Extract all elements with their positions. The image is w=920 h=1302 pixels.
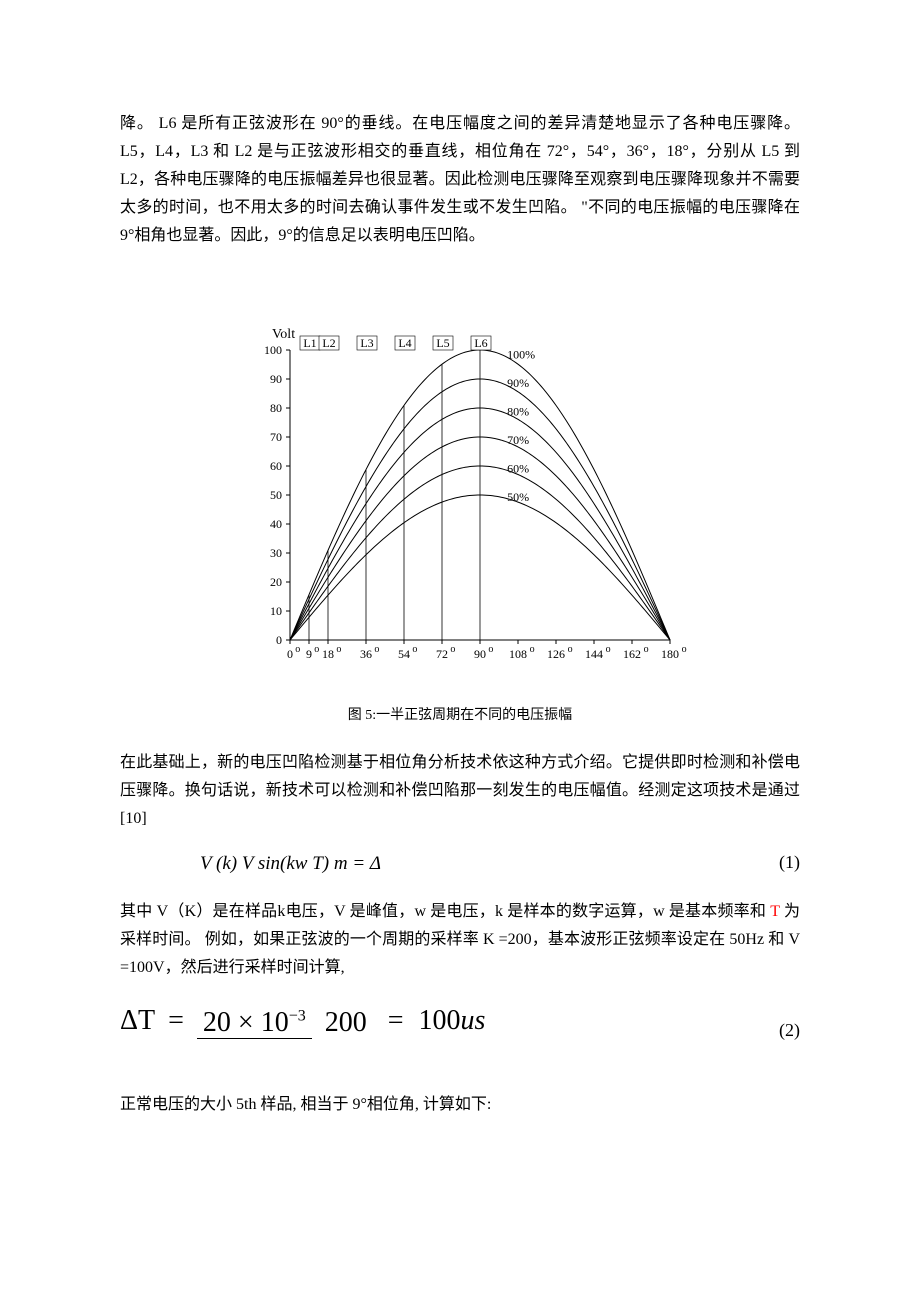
- equation-1-number: (1): [760, 847, 800, 879]
- svg-text:L2: L2: [322, 336, 335, 350]
- svg-text:100%: 100%: [507, 347, 535, 361]
- eq2-eq2: =: [388, 1005, 404, 1036]
- svg-text:o: o: [606, 644, 611, 655]
- svg-text:o: o: [530, 644, 535, 655]
- svg-text:162: 162: [623, 647, 641, 661]
- equation-2-body: ΔT = 20 × 10−3 200 = 100us: [120, 996, 760, 1047]
- para3-a: 其中 V（K）是在样品k电压，V 是峰值，w 是电压，k 是样本的数字运算，w …: [120, 903, 770, 920]
- svg-text:80: 80: [270, 401, 282, 415]
- svg-text:L5: L5: [436, 336, 449, 350]
- paragraph-3: 其中 V（K）是在样品k电压，V 是峰值，w 是电压，k 是样本的数字运算，w …: [120, 898, 800, 982]
- svg-text:126: 126: [547, 647, 565, 661]
- equation-2: ΔT = 20 × 10−3 200 = 100us (2): [120, 996, 800, 1047]
- svg-text:Volt: Volt: [272, 327, 295, 342]
- figure-5-chart: 0102030405060708090100Volt0o9o18o36o54o7…: [120, 320, 800, 680]
- sampling-time-symbol: T: [770, 903, 779, 920]
- equation-1-body: V (k) V sin(kw T) m = Δ: [120, 847, 760, 880]
- svg-text:9: 9: [306, 647, 312, 661]
- figure-5-caption: 图 5:一半正弦周期在不同的电压振幅: [120, 704, 800, 729]
- svg-text:o: o: [644, 644, 649, 655]
- svg-text:o: o: [374, 644, 379, 655]
- svg-text:L1: L1: [303, 336, 316, 350]
- svg-text:o: o: [450, 644, 455, 655]
- svg-text:o: o: [682, 644, 687, 655]
- svg-text:30: 30: [270, 546, 282, 560]
- chart-svg: 0102030405060708090100Volt0o9o18o36o54o7…: [230, 320, 690, 680]
- svg-text:0: 0: [287, 647, 293, 661]
- svg-text:70: 70: [270, 430, 282, 444]
- eq2-num-exp: −3: [289, 1008, 306, 1025]
- eq2-rhs-unit: us: [461, 1005, 486, 1036]
- svg-text:108: 108: [509, 647, 527, 661]
- eq2-fraction: 20 × 10−3 200: [197, 998, 373, 1047]
- svg-text:L3: L3: [360, 336, 373, 350]
- svg-text:100: 100: [264, 343, 282, 357]
- svg-text:144: 144: [585, 647, 603, 661]
- svg-text:o: o: [412, 644, 417, 655]
- eq2-eq1: =: [168, 1005, 184, 1036]
- svg-text:L4: L4: [398, 336, 411, 350]
- svg-text:L6: L6: [474, 336, 487, 350]
- eq2-denominator: 200: [319, 1007, 373, 1038]
- svg-text:90: 90: [474, 647, 486, 661]
- equation-2-number: (2): [760, 1015, 800, 1047]
- svg-text:70%: 70%: [507, 433, 529, 447]
- svg-text:20: 20: [270, 575, 282, 589]
- svg-text:90: 90: [270, 372, 282, 386]
- svg-text:54: 54: [398, 647, 410, 661]
- svg-text:180: 180: [661, 647, 679, 661]
- svg-text:18: 18: [322, 647, 334, 661]
- svg-text:50%: 50%: [507, 490, 529, 504]
- eq2-lhs: ΔT: [120, 1005, 155, 1036]
- svg-text:0: 0: [276, 633, 282, 647]
- eq2-rhs-val: 100: [419, 1005, 461, 1036]
- svg-text:40: 40: [270, 517, 282, 531]
- svg-text:o: o: [295, 644, 300, 655]
- equation-1: V (k) V sin(kw T) m = Δ (1): [120, 847, 800, 880]
- svg-text:36: 36: [360, 647, 372, 661]
- svg-text:o: o: [336, 644, 341, 655]
- svg-text:60: 60: [270, 459, 282, 473]
- paragraph-2: 在此基础上，新的电压凹陷检测基于相位角分析技术依这种方式介绍。它提供即时检测和补…: [120, 749, 800, 833]
- eq2-numerator: 20 × 10: [203, 1007, 289, 1038]
- svg-text:72: 72: [436, 647, 448, 661]
- paragraph-1: 降。 L6 是所有正弦波形在 90°的垂线。在电压幅度之间的差异清楚地显示了各种…: [120, 110, 800, 250]
- svg-text:50: 50: [270, 488, 282, 502]
- svg-text:o: o: [314, 644, 319, 655]
- svg-text:80%: 80%: [507, 405, 529, 419]
- paragraph-4: 正常电压的大小 5th 样品, 相当于 9°相位角, 计算如下:: [120, 1091, 800, 1119]
- svg-text:o: o: [568, 644, 573, 655]
- svg-text:90%: 90%: [507, 376, 529, 390]
- svg-text:10: 10: [270, 604, 282, 618]
- svg-text:60%: 60%: [507, 462, 529, 476]
- svg-text:o: o: [488, 644, 493, 655]
